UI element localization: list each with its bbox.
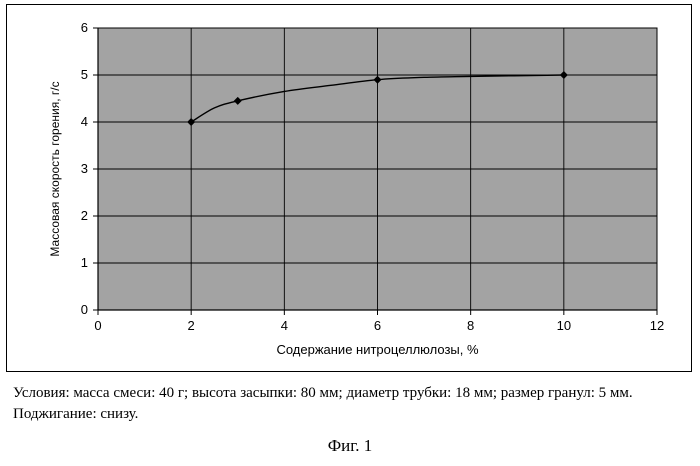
chart: 0123456024681012Содержание нитроцеллюлоз… (7, 5, 693, 373)
y-tick-label: 0 (81, 302, 88, 317)
y-tick-label: 5 (81, 67, 88, 82)
figure-label: Фиг. 1 (0, 436, 700, 456)
x-tick-label: 0 (94, 318, 101, 333)
y-axis-title: Массовая скорость горения, г/с (48, 81, 62, 256)
y-tick-label: 4 (81, 114, 88, 129)
y-tick-label: 2 (81, 208, 88, 223)
y-tick-label: 3 (81, 161, 88, 176)
x-tick-label: 6 (374, 318, 381, 333)
x-tick-label: 8 (467, 318, 474, 333)
x-axis-title: Содержание нитроцеллюлозы, % (276, 342, 479, 357)
chart-frame: 0123456024681012Содержание нитроцеллюлоз… (6, 4, 692, 372)
y-tick-label: 1 (81, 255, 88, 270)
x-tick-label: 2 (188, 318, 195, 333)
x-tick-label: 12 (650, 318, 664, 333)
figure-caption: Условия: масса смеси: 40 г; высота засып… (13, 383, 698, 425)
x-tick-label: 4 (281, 318, 288, 333)
x-tick-label: 10 (557, 318, 571, 333)
y-tick-label: 6 (81, 20, 88, 35)
